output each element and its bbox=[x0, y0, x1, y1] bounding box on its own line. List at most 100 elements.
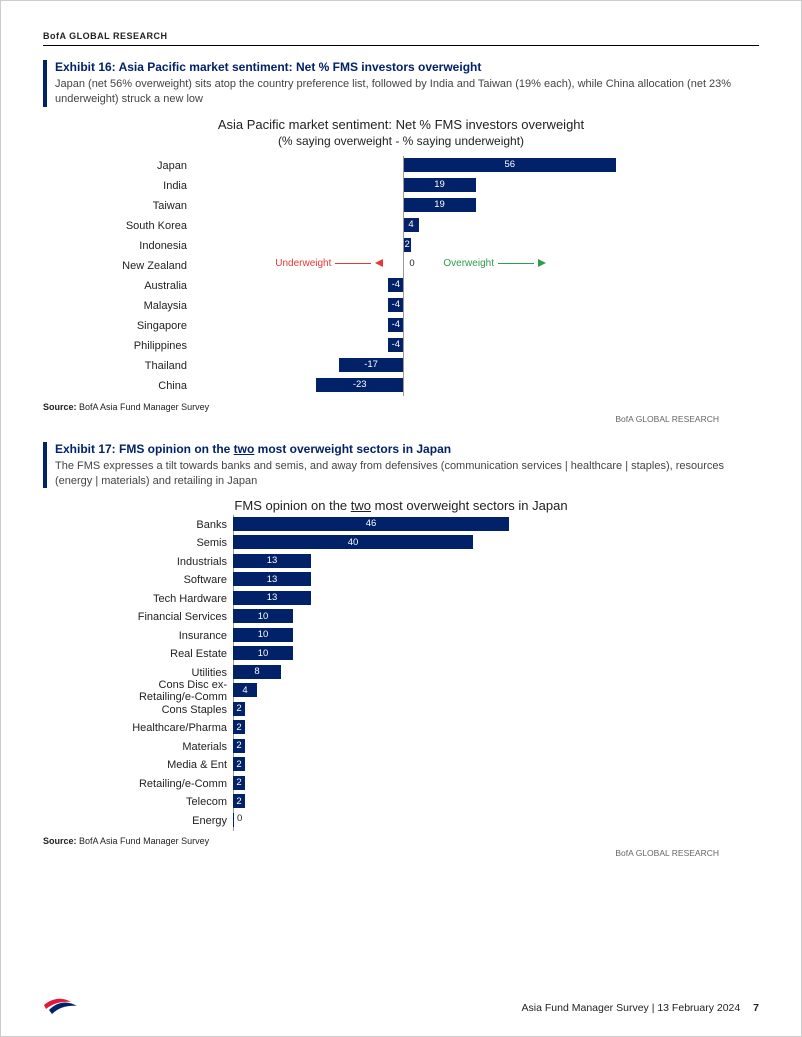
chart2-value-label: 10 bbox=[233, 648, 293, 659]
chart1-bar-area: -4 bbox=[193, 338, 719, 354]
chart1-value-label: 19 bbox=[403, 199, 475, 210]
title-u: two bbox=[234, 442, 255, 456]
footer: Asia Fund Manager Survey | 13 February 2… bbox=[43, 992, 759, 1014]
chart2-value-label: 2 bbox=[233, 703, 245, 714]
chart1-bar: -4 bbox=[388, 298, 403, 312]
chart2-value-label: 2 bbox=[233, 722, 245, 733]
chart1-bar-area: -4 bbox=[193, 318, 719, 334]
chart1-cat-label: Australia bbox=[103, 280, 193, 292]
chart2-bar: 10 bbox=[233, 609, 293, 623]
page: BofA GLOBAL RESEARCH Exhibit 16: Asia Pa… bbox=[0, 0, 802, 1037]
chart2-cat-label: Real Estate bbox=[103, 648, 233, 660]
chart1-axis-center bbox=[403, 176, 404, 196]
chart2-row: Cons Disc ex-Retailing/e-Comm4 bbox=[103, 682, 719, 701]
chart2-cat-label: Banks bbox=[103, 519, 233, 531]
chart2-value-label: 13 bbox=[233, 555, 311, 566]
chart1-value-label: -4 bbox=[388, 279, 403, 290]
chart2-row: Media & Ent2 bbox=[103, 756, 719, 775]
chart2-bar: 10 bbox=[233, 628, 293, 642]
chart2-bar: 2 bbox=[233, 757, 245, 771]
chart2-bar-area: 13 bbox=[233, 591, 719, 607]
chart2-value-label: 0 bbox=[237, 813, 242, 824]
chart2-row: Materials2 bbox=[103, 737, 719, 756]
chart2-value-label: 40 bbox=[233, 537, 473, 548]
chart2-cat-label: Materials bbox=[103, 741, 233, 753]
chart1-row: Thailand -17 bbox=[103, 356, 719, 376]
chart1-bar-area: -4 bbox=[193, 278, 719, 294]
chart1-attrib: BofA GLOBAL RESEARCH bbox=[43, 414, 759, 424]
chart2-bar: 2 bbox=[233, 739, 245, 753]
chart1-value-label: -4 bbox=[388, 339, 403, 350]
footer-doc: Asia Fund Manager Survey | 13 February 2… bbox=[522, 1002, 741, 1014]
source-label-2: Source: bbox=[43, 836, 77, 846]
chart2-value-label: 2 bbox=[233, 759, 245, 770]
chart1-axis-center bbox=[403, 316, 404, 336]
chart2-row: Energy 0 bbox=[103, 811, 719, 830]
underweight-annotation: Underweight bbox=[275, 258, 383, 269]
chart2-cat-label: Energy bbox=[103, 815, 233, 827]
chart2-bar-area: 10 bbox=[233, 628, 719, 644]
chart1-value-label: -17 bbox=[339, 359, 404, 370]
chart1-axis-center bbox=[403, 216, 404, 236]
chart1-bar: 19 bbox=[403, 198, 475, 212]
chart1-row: Japan 56 bbox=[103, 156, 719, 176]
chart1-cat-label: Thailand bbox=[103, 360, 193, 372]
chart1-cat-label: China bbox=[103, 380, 193, 392]
title-post: most overweight sectors in Japan bbox=[254, 442, 451, 456]
chart1-bar: -23 bbox=[316, 378, 403, 392]
chart2-bar: 2 bbox=[233, 720, 245, 734]
overweight-text: Overweight bbox=[443, 258, 494, 269]
chart2-bar-area: 2 bbox=[233, 720, 719, 736]
chart2-bar-area: 4 bbox=[233, 683, 719, 699]
chart2-bar: 10 bbox=[233, 646, 293, 660]
chart2-cat-label: Financial Services bbox=[103, 611, 233, 623]
exhibit-16-sub: Japan (net 56% overweight) sits atop the… bbox=[55, 77, 759, 107]
chart2-row: Telecom2 bbox=[103, 793, 719, 812]
chart1-cat-label: Japan bbox=[103, 160, 193, 172]
chart2-value-label: 10 bbox=[233, 629, 293, 640]
chart2-cat-label: Tech Hardware bbox=[103, 593, 233, 605]
chart1-row: Malaysia-4 bbox=[103, 296, 719, 316]
chart2-row: Insurance10 bbox=[103, 626, 719, 645]
chart1-axis-center bbox=[403, 376, 404, 396]
chart1-row: China -23 bbox=[103, 376, 719, 396]
chart2-row: Industrials13 bbox=[103, 552, 719, 571]
chart2-bar-area: 2 bbox=[233, 702, 719, 718]
chart2-bar-area: 2 bbox=[233, 757, 719, 773]
chart1-axis-center bbox=[403, 236, 404, 256]
chart2-bar-area: 2 bbox=[233, 776, 719, 792]
chart1-bar-area: 19 bbox=[193, 178, 719, 194]
chart1-value-label: -4 bbox=[388, 319, 403, 330]
chart2-bar-area: 10 bbox=[233, 609, 719, 625]
chart2-bar: 46 bbox=[233, 517, 509, 531]
chart2-row: Real Estate10 bbox=[103, 645, 719, 664]
chart2-cat-label: Telecom bbox=[103, 796, 233, 808]
chart2-bar-area: 2 bbox=[233, 794, 719, 810]
arrow-line bbox=[498, 263, 534, 264]
chart1-bar-area: -23 bbox=[193, 378, 719, 394]
chart2-row: Financial Services10 bbox=[103, 608, 719, 627]
chart1-row: Philippines-4 bbox=[103, 336, 719, 356]
footer-text: Asia Fund Manager Survey | 13 February 2… bbox=[522, 1002, 759, 1014]
chart1-bar: 56 bbox=[403, 158, 616, 172]
chart1-axis-center bbox=[403, 296, 404, 316]
header-brand: BofA GLOBAL RESEARCH bbox=[43, 31, 759, 46]
chart1: Japan56India19Taiwan19South Korea4Indone… bbox=[43, 156, 759, 396]
chart2-cat-label: Cons Staples bbox=[103, 704, 233, 716]
chart1-cat-label: Taiwan bbox=[103, 200, 193, 212]
chart2-bar: 8 bbox=[233, 665, 281, 679]
chart1-axis-center bbox=[403, 196, 404, 216]
chart2-cat-label: Healthcare/Pharma bbox=[103, 722, 233, 734]
exhibit-16: Exhibit 16: Asia Pacific market sentimen… bbox=[43, 60, 759, 424]
chart2-bar: 2 bbox=[233, 702, 245, 716]
chart2-bar-area: 40 bbox=[233, 535, 719, 551]
arrow-right-icon bbox=[538, 259, 546, 267]
chart1-subtitle: (% saying overweight - % saying underwei… bbox=[43, 134, 759, 148]
chart1-source: Source: BofA Asia Fund Manager Survey bbox=[43, 402, 759, 412]
chart1-bar: -4 bbox=[388, 278, 403, 292]
chart1-value-label: -23 bbox=[316, 379, 403, 390]
chart1-value-label: 19 bbox=[403, 179, 475, 190]
chart1-axis-center bbox=[403, 156, 404, 176]
chart1-value-label: 0 bbox=[409, 258, 414, 269]
chart2-bar: 4 bbox=[233, 683, 257, 697]
